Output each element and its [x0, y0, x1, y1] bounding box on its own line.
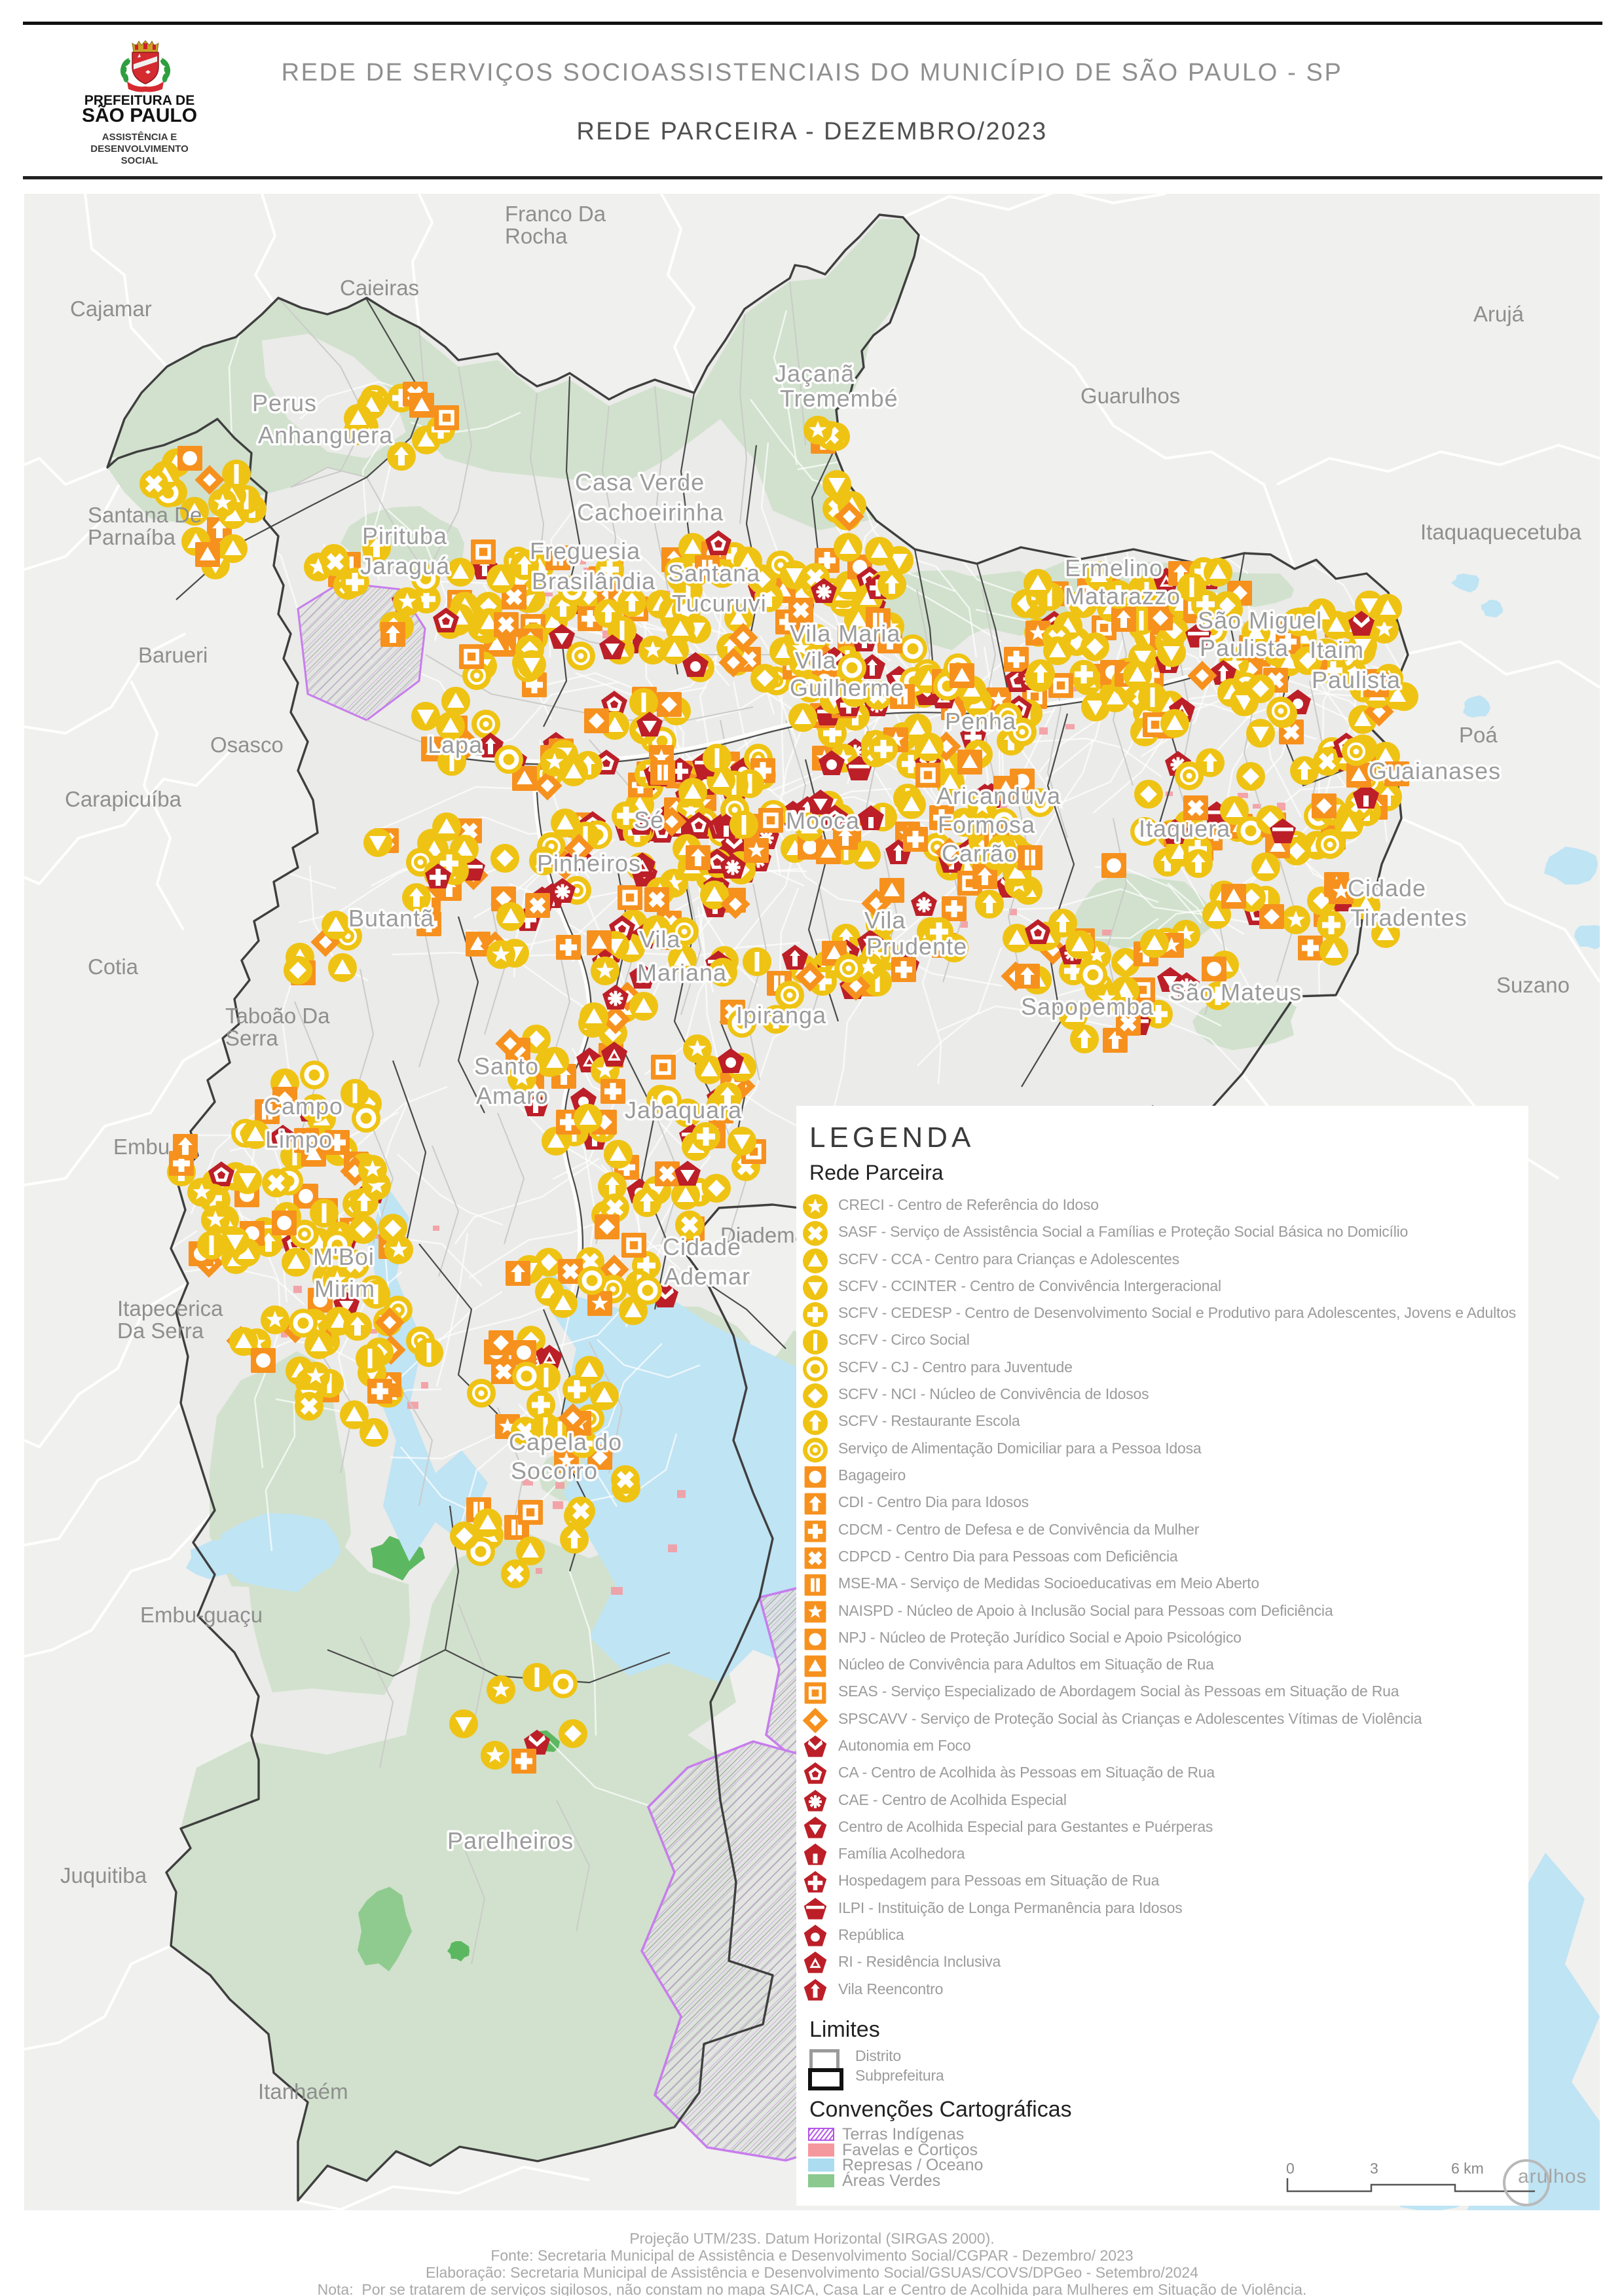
svg-text:Poá: Poá — [1459, 723, 1498, 747]
svg-text:Perus: Perus — [252, 390, 317, 416]
svg-text:Cidade: Cidade — [1348, 875, 1426, 902]
svg-text:Vila: Vila — [864, 907, 906, 934]
svg-text:Barueri: Barueri — [138, 643, 208, 667]
svg-text:Amaro: Amaro — [476, 1082, 549, 1109]
svg-text:Ipiranga: Ipiranga — [736, 1002, 826, 1029]
svg-text:Cachoeirinha: Cachoeirinha — [577, 499, 724, 526]
svg-text:Mooca: Mooca — [786, 807, 860, 834]
svg-text:Itapecerica: Itapecerica — [117, 1296, 223, 1321]
svg-text:Carapicuíba: Carapicuíba — [65, 787, 182, 811]
svg-text:Jabaquara: Jabaquara — [625, 1097, 742, 1123]
svg-text:Diadema: Diadema — [720, 1223, 807, 1247]
svg-text:Da Serra: Da Serra — [117, 1319, 204, 1343]
svg-text:Itaquera: Itaquera — [1139, 815, 1230, 842]
svg-text:Penha: Penha — [945, 708, 1016, 735]
svg-text:Cajamar: Cajamar — [70, 297, 152, 321]
svg-text:Itaquaquecetuba: Itaquaquecetuba — [1420, 520, 1582, 544]
svg-text:Franco Da: Franco Da — [505, 202, 606, 226]
svg-text:Vila: Vila — [795, 647, 836, 674]
svg-text:Mariana: Mariana — [637, 959, 727, 986]
svg-text:Embu-guaçu: Embu-guaçu — [140, 1603, 263, 1627]
svg-text:Butantã: Butantã — [348, 905, 434, 932]
svg-text:Prudente: Prudente — [866, 933, 967, 960]
svg-text:Jaraguá: Jaraguá — [360, 553, 450, 579]
svg-text:Freguesia: Freguesia — [530, 538, 640, 564]
svg-text:Anhanguera: Anhanguera — [258, 422, 393, 448]
svg-text:Paulista: Paulista — [1200, 634, 1289, 661]
svg-text:Guarulhos: Guarulhos — [1080, 384, 1180, 408]
svg-text:Campo: Campo — [264, 1093, 343, 1120]
svg-text:Embu: Embu — [113, 1135, 170, 1159]
svg-text:Arujá: Arujá — [1473, 302, 1524, 326]
svg-text:Caieiras: Caieiras — [340, 276, 419, 300]
svg-text:Matarazzo: Matarazzo — [1065, 583, 1181, 610]
svg-text:Itanhaém: Itanhaém — [258, 2079, 348, 2104]
svg-text:Jaçanã: Jaçanã — [775, 360, 855, 387]
svg-text:Pinheiros: Pinheiros — [537, 850, 641, 877]
svg-text:Juquitiba: Juquitiba — [60, 1863, 147, 1887]
svg-text:Lapa: Lapa — [428, 731, 483, 758]
svg-text:Limpo: Limpo — [265, 1126, 333, 1153]
svg-text:Capela do: Capela do — [509, 1429, 622, 1455]
svg-text:Aricanduva: Aricanduva — [936, 782, 1061, 809]
svg-text:Sapopemba: Sapopemba — [1021, 993, 1154, 1020]
svg-text:Tucuruvi: Tucuruvi — [672, 590, 767, 617]
svg-text:Cidade: Cidade — [663, 1233, 741, 1260]
svg-text:Vila Maria: Vila Maria — [790, 620, 900, 647]
svg-text:São Mateus: São Mateus — [1170, 979, 1302, 1006]
svg-text:Vila: Vila — [639, 926, 680, 953]
svg-text:Santana: Santana — [668, 560, 760, 587]
svg-text:Santo: Santo — [474, 1053, 539, 1080]
svg-text:Rocha: Rocha — [505, 224, 568, 248]
svg-text:Osasco: Osasco — [210, 733, 284, 757]
svg-text:Itaim: Itaim — [1310, 636, 1364, 663]
svg-text:Tiradentes: Tiradentes — [1350, 904, 1467, 931]
svg-text:M'Boi: M'Boi — [313, 1243, 375, 1270]
svg-text:Mirim: Mirim — [314, 1275, 375, 1302]
svg-text:Ermelino: Ermelino — [1065, 555, 1163, 581]
svg-text:Santana De: Santana De — [88, 503, 202, 527]
svg-text:Tremembé: Tremembé — [780, 385, 898, 412]
svg-text:Parelheiros: Parelheiros — [447, 1827, 574, 1854]
svg-text:Brasilândia: Brasilândia — [532, 568, 655, 594]
svg-text:Taboão Da: Taboão Da — [225, 1004, 330, 1028]
svg-text:Guilherme: Guilherme — [790, 674, 904, 701]
svg-text:Ademar: Ademar — [664, 1263, 750, 1290]
svg-text:Parnaíba: Parnaíba — [88, 525, 176, 549]
svg-text:São Miguel: São Miguel — [1198, 607, 1322, 634]
svg-text:Cotia: Cotia — [88, 955, 139, 979]
svg-text:Suzano: Suzano — [1496, 973, 1570, 997]
svg-text:Serra: Serra — [225, 1026, 278, 1050]
svg-text:Guaianases: Guaianases — [1369, 757, 1501, 784]
svg-text:Socorro: Socorro — [511, 1457, 598, 1484]
svg-text:Sé: Sé — [634, 807, 664, 833]
svg-text:Pirituba: Pirituba — [362, 522, 447, 549]
svg-text:Paulista: Paulista — [1312, 666, 1401, 693]
svg-text:Formosa: Formosa — [938, 811, 1035, 838]
svg-text:Casa Verde: Casa Verde — [575, 469, 705, 496]
svg-text:Carrão: Carrão — [942, 840, 1018, 867]
